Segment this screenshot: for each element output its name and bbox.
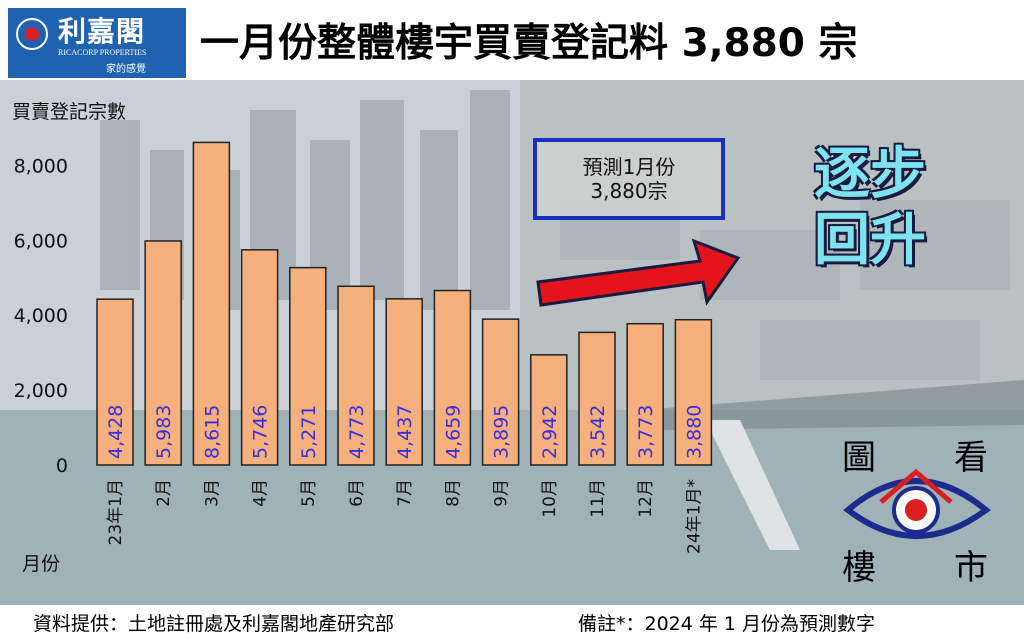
x-tick-label: 8月 [443,479,463,507]
bar [530,354,568,466]
bar [337,285,375,466]
logo2-char-2: 看 [954,438,988,478]
bar-value-label: 3,773 [635,405,657,459]
bar-value-label: 4,773 [346,405,368,459]
bar-value-label: 4,659 [442,405,464,459]
footer: 資料提供：土地註冊處及利嘉閣地產研究部 備註*：2024 年 1 月份為預測數字 [0,605,1024,642]
bar-value-label: 3,880 [683,405,705,459]
x-tick-label: 7月 [395,479,415,507]
bar [674,318,713,466]
bar [96,298,134,466]
bar [626,322,664,466]
y-tick-label: 4,000 [14,305,68,327]
x-tick-label: 2月 [154,479,174,507]
logo-name: 利嘉閣 [58,15,146,48]
x-tick-label: 23年1月 [106,479,126,545]
bar [385,298,423,466]
logo2-char-1: 圖 [842,438,876,478]
x-tick-label: 12月 [636,479,656,518]
y-axis-label: 買賣登記宗數 [12,101,126,123]
bar-value-label: 5,983 [153,405,175,459]
bar-value-label: 3,542 [587,405,609,459]
y-tick-label: 2,000 [14,380,68,402]
y-tick-label: 8,000 [14,155,68,177]
tu-lou-kan-shi-logo: 圖 看 樓 市 [836,432,996,588]
logo-english: RICACORP PROPERTIES [58,48,147,57]
header: 利嘉閣 RICACORP PROPERTIES 家的感覺 一月份整體樓宇買賣登記… [0,0,1024,80]
bar [481,318,520,466]
forecast-callout: 預測1月份 3,880宗 [533,138,725,220]
rising-callout: 逐步 回升 [780,142,960,274]
bar [192,141,231,466]
bar-value-label: 8,615 [201,405,223,459]
x-tick-label: 5月 [299,479,319,507]
forecast-value: 3,880宗 [590,179,668,203]
logo2-char-4: 市 [954,548,988,588]
x-tick-label: 10月 [540,479,560,518]
logo-tagline: 家的感覺 [106,64,146,75]
rising-arrow [536,238,741,307]
x-axis-label: 月份 [22,553,60,575]
x-tick-label: 3月 [202,479,222,507]
logo-mark-icon [16,18,48,50]
y-tick-label: 0 [56,455,68,477]
bar-value-label: 5,746 [250,405,272,459]
forecast-label: 預測1月份 [582,155,676,179]
bar-value-label: 2,942 [539,405,561,459]
rising-line-1: 逐步 [814,142,926,207]
bar-value-label: 3,895 [491,405,513,459]
x-tick-label: 9月 [492,479,512,507]
logo2-char-3: 樓 [842,548,876,588]
source-note: 資料提供：土地註冊處及利嘉閣地產研究部 [33,613,395,635]
bar [144,240,182,466]
eye-icon [843,468,991,539]
ricacorp-logo: 利嘉閣 RICACORP PROPERTIES 家的感覺 [8,8,186,78]
page-title: 一月份整體樓宇買賣登記料 3,880 宗 [200,21,858,66]
forecast-footnote: 備註*：2024 年 1 月份為預測數字 [578,613,876,635]
bar-value-label: 5,271 [298,405,320,459]
bar [240,249,279,466]
bar [433,289,472,466]
y-tick-label: 6,000 [14,230,68,252]
x-tick-label: 24年1月* [684,479,704,554]
x-tick-label: 6月 [347,479,367,507]
bar [578,331,616,466]
bar-value-label: 4,437 [394,405,416,459]
bar-value-label: 4,428 [105,405,127,459]
x-tick-label: 11月 [588,479,608,518]
rising-line-2: 回升 [814,208,926,273]
x-tick-label: 4月 [251,479,271,507]
bar [289,266,327,466]
